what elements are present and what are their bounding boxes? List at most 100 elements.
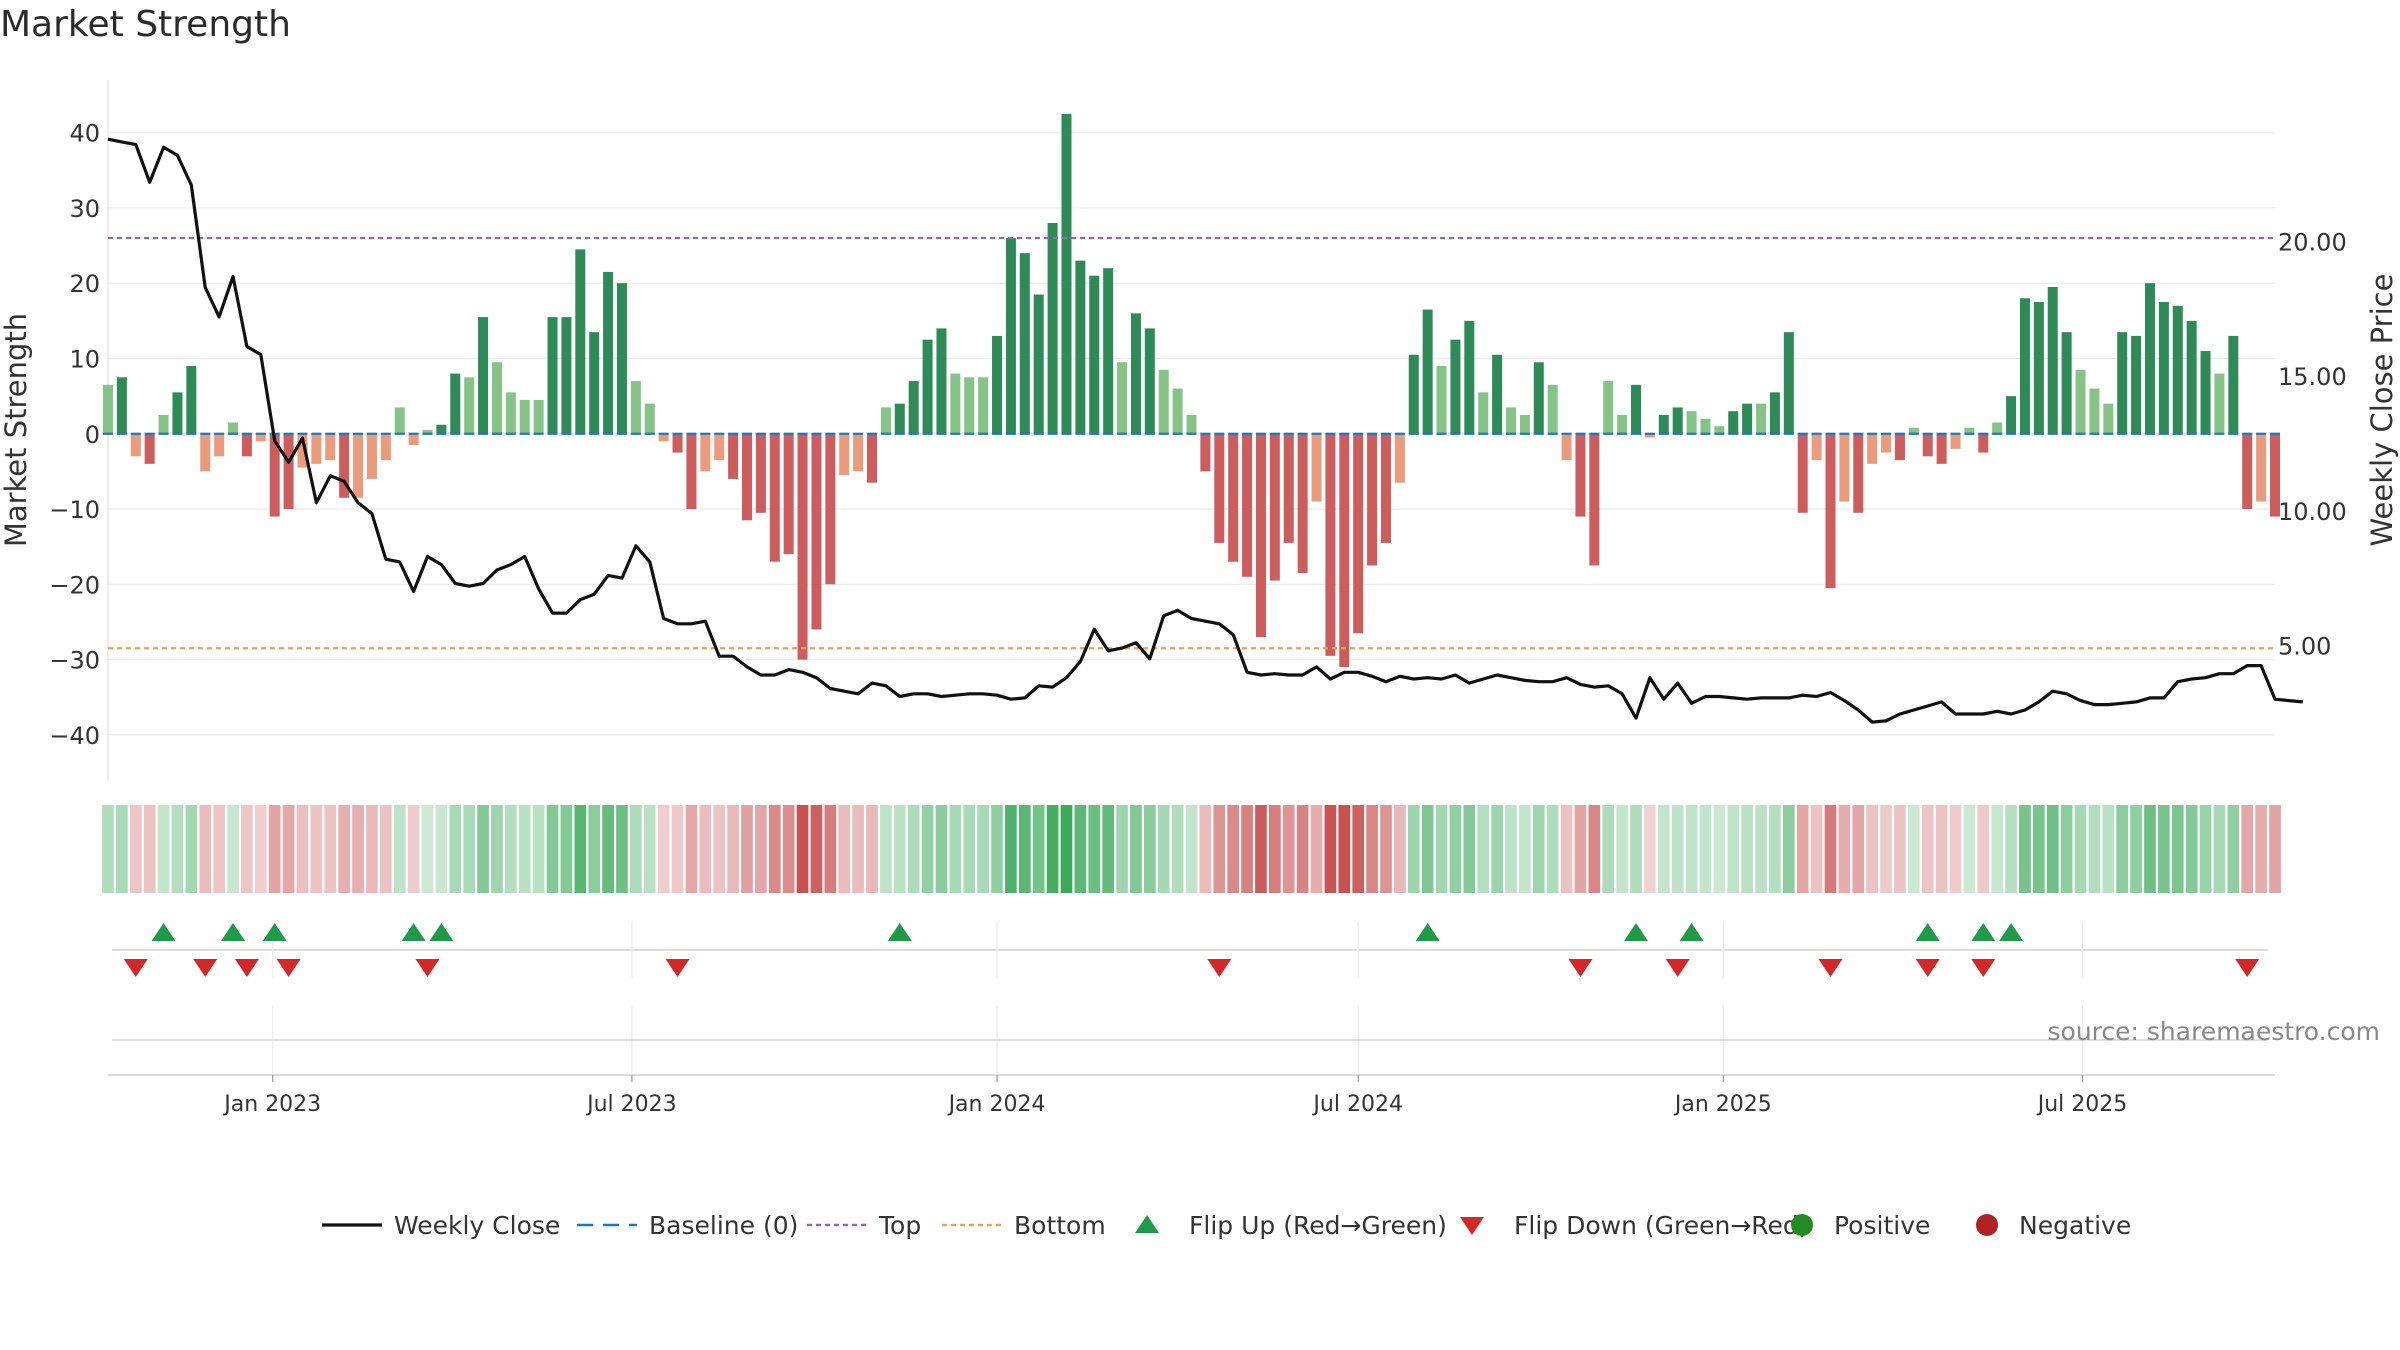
heat-strip-cell (1421, 805, 1434, 893)
heat-strip-cell (324, 805, 337, 893)
strength-bar (783, 433, 794, 555)
strength-bar (964, 377, 975, 434)
flip-up-marker (887, 923, 912, 941)
strength-bar (1103, 268, 1114, 434)
heat-strip-cell (2185, 805, 2198, 893)
heat-strip-cell (838, 805, 851, 893)
heat-strip-cell (282, 805, 295, 893)
y-axis-title: Market Strength (0, 313, 33, 547)
heat-strip-cell (1241, 805, 1253, 893)
heat-strip-cell (505, 805, 517, 893)
y-tick-label: −10 (49, 496, 100, 524)
heat-strip-cell (574, 805, 587, 893)
strength-bar (1853, 433, 1864, 513)
heat-strip-cell (1074, 805, 1087, 893)
strength-bar (603, 271, 614, 434)
strength-bar (1742, 403, 1753, 434)
legend-label: Bottom (1014, 1211, 1106, 1240)
heat-strip-cell (880, 805, 892, 893)
strength-bar (2131, 335, 2142, 434)
flip-down-marker (276, 959, 301, 977)
strength-bar (922, 339, 933, 434)
heat-strip-cell (1143, 805, 1156, 893)
heat-strip-cell (1671, 805, 1684, 893)
heat-strip-cell (699, 805, 712, 893)
flip-down-marker (665, 959, 690, 977)
strength-bar (2186, 320, 2197, 434)
flip-up-marker (1971, 923, 1996, 941)
heat-strip-cell (449, 805, 462, 893)
strength-bar (616, 283, 627, 434)
heat-strip-cell (2130, 805, 2142, 893)
heat-strip-cell (1018, 805, 1031, 893)
heat-strip-cell (1130, 805, 1142, 893)
strength-bar (2061, 332, 2072, 434)
heat-strip-cell (2102, 805, 2115, 893)
strength-bar (2144, 283, 2155, 434)
strength-bar (2200, 350, 2211, 434)
strength-bar (1200, 433, 1211, 472)
heat-strip-cell (671, 805, 684, 893)
strength-bar (172, 392, 183, 434)
strength-bar (1978, 433, 1989, 453)
heat-strip-cell (1602, 805, 1615, 893)
strength-bar (1353, 433, 1364, 634)
heat-strip-cell (157, 805, 170, 893)
heat-strip-cell (1630, 805, 1642, 893)
y-tick-label: −40 (49, 722, 100, 750)
strength-bar (158, 414, 169, 434)
strength-bar (1033, 294, 1044, 434)
flip-up-marker (1679, 923, 1704, 941)
y-tick-label: −20 (49, 571, 100, 599)
y2-tick-label: 5.00 (2278, 632, 2331, 660)
heat-strip-cell (1491, 805, 1503, 893)
strength-bar (464, 377, 475, 434)
heat-strip-cell (1532, 805, 1545, 893)
heat-strip-cell (2005, 805, 2017, 893)
strength-bar (769, 433, 780, 562)
heat-strip-cell (630, 805, 642, 893)
heat-strip-cell (2046, 805, 2059, 893)
heat-strip-cell (2269, 805, 2281, 893)
strength-bar (1603, 381, 1614, 434)
heat-strip-cell (1574, 805, 1587, 893)
heat-strip-cell (921, 805, 934, 893)
heat-strip-cell (1407, 805, 1420, 893)
strength-bar (491, 362, 502, 434)
strength-bar (2256, 433, 2267, 502)
flip-up-marker (401, 923, 426, 941)
heat-strip-cell (310, 805, 323, 893)
strength-bar (1811, 433, 1822, 461)
strength-bar (422, 430, 433, 434)
legend-label: Negative (2019, 1211, 2131, 1240)
strength-bar (880, 407, 891, 434)
y-tick-label: 20 (69, 270, 100, 298)
x-tick-label: Jan 2023 (222, 1092, 321, 1117)
strength-bar (1005, 238, 1016, 434)
heat-strip-cell (1866, 805, 1878, 893)
heat-strip-cell (1657, 805, 1670, 893)
heat-strip-cell (657, 805, 670, 893)
heat-strip-cell (1463, 805, 1476, 893)
strength-bar (2075, 369, 2086, 434)
heat-strip-cell (1255, 805, 1267, 893)
heat-strip-cell (1977, 805, 1990, 893)
strength-bar (1367, 433, 1378, 566)
heat-strip-cell (796, 805, 809, 893)
heat-strip-cell (1699, 805, 1712, 893)
heat-strip-cell (1949, 805, 1962, 893)
y-tick-label: −30 (49, 647, 100, 675)
strength-bar (394, 407, 405, 434)
heat-strip-cell (1755, 805, 1767, 893)
strength-bar (741, 433, 752, 521)
strength-bar (575, 249, 586, 434)
heat-strip-cell (171, 805, 184, 893)
heat-strip-cell (991, 805, 1003, 893)
y-tick-label: 10 (69, 345, 100, 373)
heat-strip-cell (2171, 805, 2184, 893)
strength-bar (1644, 433, 1655, 438)
strength-bar (1589, 433, 1600, 566)
heat-strip-cell (1907, 805, 1920, 893)
heat-strip-cell (1963, 805, 1976, 893)
strength-bar (519, 399, 530, 434)
